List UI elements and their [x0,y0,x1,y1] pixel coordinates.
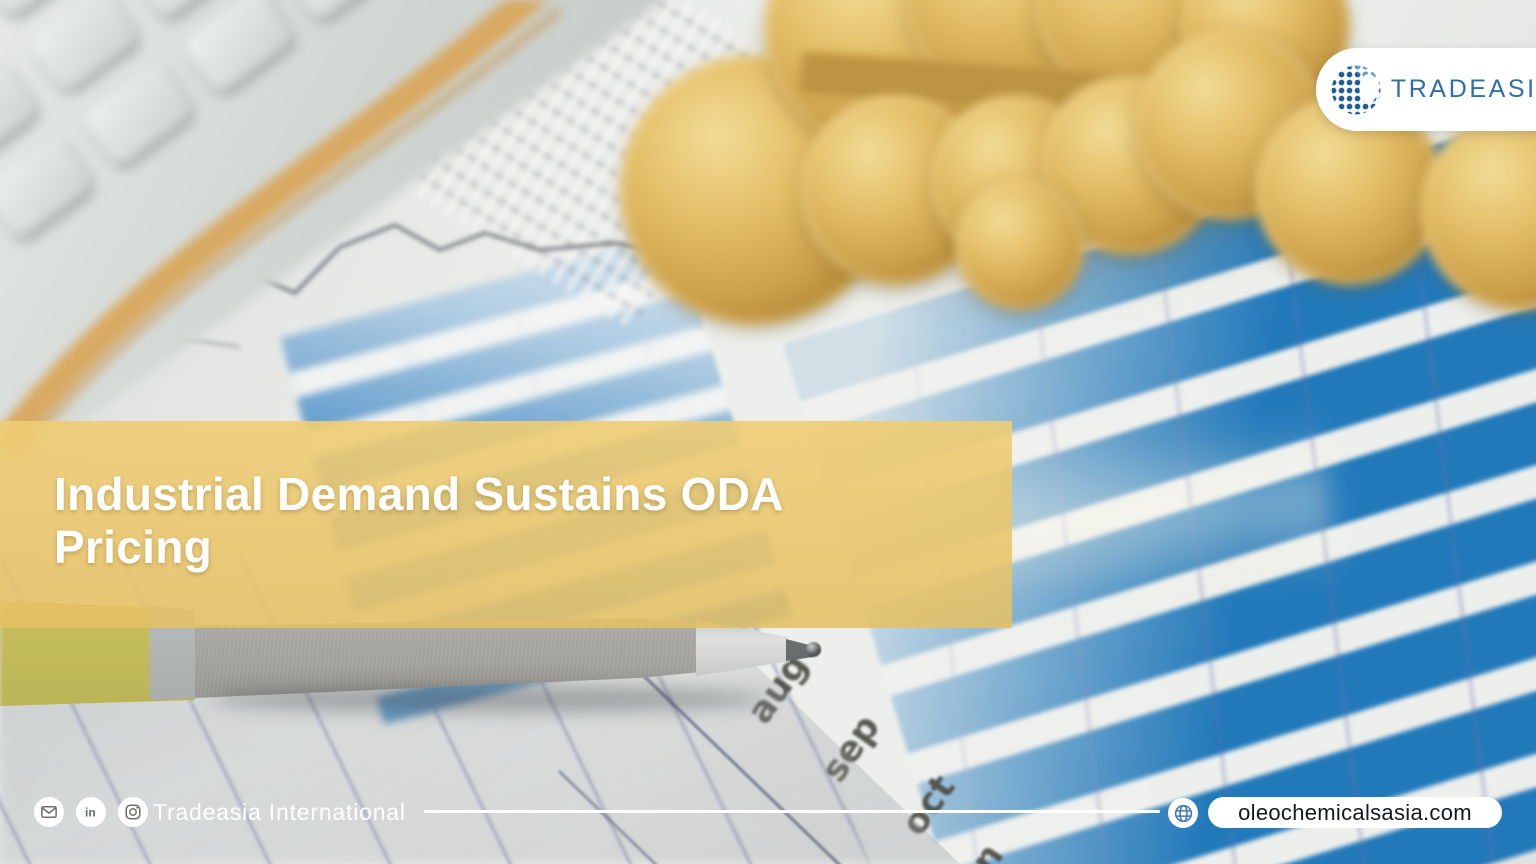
pen-shadow [210,686,770,712]
page-title-line1: Industrial Demand Sustains ODA [54,468,784,520]
website-link[interactable]: oleochemicalsasia.com [1208,797,1502,828]
tradeasia-logo-text: TRADEASIA [1390,75,1536,103]
calculator-gold-edge [0,0,563,465]
email-icon[interactable] [34,797,64,827]
gold-coin [955,180,1085,310]
title-banner [0,421,1012,628]
tradeasia-globe-icon [1331,65,1381,114]
page-title: Industrial Demand Sustains ODA Pricing [54,468,964,575]
brand-name: Tradeasia International [153,799,406,825]
tradeasia-logo[interactable]: TRADEASIA [1316,48,1536,131]
globe-icon [1168,798,1198,828]
website-url: oleochemicalsasia.com [1238,799,1472,825]
pen-ball-point [806,642,821,657]
svg-text:in: in [85,806,96,820]
linkedin-icon[interactable]: in [76,797,106,827]
instagram-icon[interactable] [118,797,148,827]
page-title-line2: Pricing [54,521,213,574]
footer-divider-line [424,810,1160,813]
